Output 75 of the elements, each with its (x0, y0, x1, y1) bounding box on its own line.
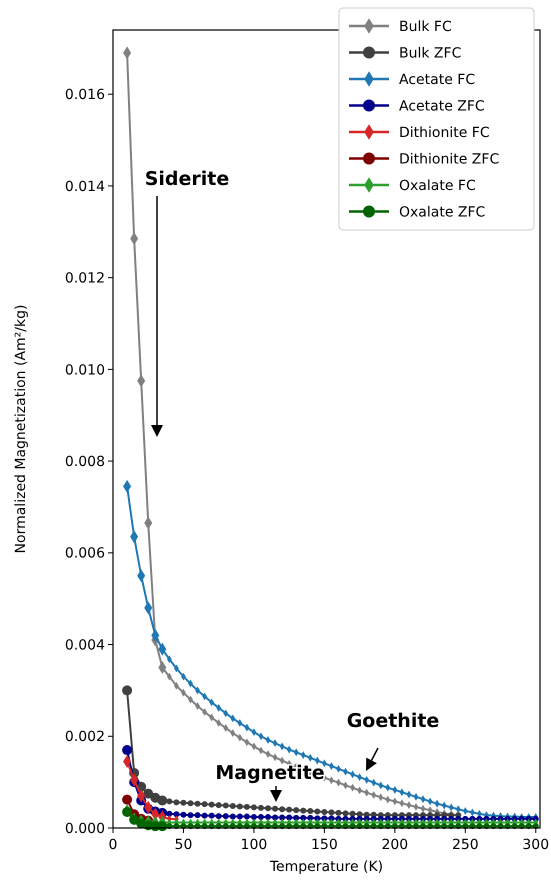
point (258, 814, 264, 820)
point (230, 814, 236, 820)
point (236, 803, 243, 810)
legend-label: Oxalate FC (399, 178, 476, 194)
point (194, 800, 201, 807)
point (244, 814, 250, 820)
x-tick-label: 250 (452, 837, 479, 853)
point (202, 801, 208, 808)
y-tick-label: 0.002 (64, 729, 105, 746)
x-tick-label: 300 (522, 837, 550, 853)
point (180, 800, 186, 806)
y-tick-label: 0.004 (64, 637, 106, 654)
point (166, 810, 172, 817)
y-tick-label: 0.000 (64, 820, 105, 837)
point (216, 813, 222, 820)
y-tick-label: 0.012 (64, 270, 105, 287)
point (236, 814, 243, 820)
y-tick-label: 0.016 (64, 87, 106, 104)
point (202, 812, 208, 819)
legend-label: Acetate ZFC (399, 98, 485, 114)
point (188, 812, 194, 818)
point (321, 808, 328, 815)
point (173, 811, 180, 818)
point (250, 804, 257, 810)
point (258, 804, 264, 811)
point (272, 806, 278, 812)
legend-label: Bulk ZFC (399, 45, 462, 62)
point (216, 802, 222, 808)
legend-label: Oxalate ZFC (399, 204, 486, 220)
point (272, 814, 278, 820)
x-tick-label: 0 (108, 837, 118, 853)
point (173, 799, 180, 806)
point (265, 805, 272, 812)
y-tick-label: 0.014 (64, 178, 106, 195)
point (286, 814, 292, 820)
point (300, 808, 306, 814)
x-tick-label: 200 (381, 837, 408, 853)
point (250, 814, 257, 820)
point (293, 807, 300, 814)
point (222, 802, 229, 809)
legend-label: Dithionite FC (399, 124, 490, 141)
x-axis-title: Temperature (K) (268, 859, 384, 875)
point (350, 810, 356, 817)
point (279, 806, 286, 812)
y-axis-title: Normalized Magnetization (Am²/kg) (13, 304, 29, 554)
x-tick-label: 100 (240, 837, 268, 853)
point (208, 802, 215, 808)
point (342, 810, 349, 816)
point (188, 800, 194, 806)
annotation: Goethite (346, 710, 440, 732)
y-tick-label: 0.008 (64, 454, 105, 470)
point (307, 808, 314, 814)
y-tick-label: 0.010 (64, 362, 105, 378)
point (279, 814, 286, 820)
legend-label: Dithionite ZFC (399, 151, 500, 168)
legend-label: Bulk FC (399, 18, 452, 35)
point (166, 798, 172, 804)
point (335, 810, 342, 816)
legend-label: Acetate FC (399, 72, 476, 88)
point (122, 794, 132, 805)
point (180, 812, 186, 818)
x-tick-label: 150 (311, 837, 338, 853)
point (194, 812, 201, 818)
point (314, 808, 320, 814)
x-tick-label: 50 (174, 837, 192, 853)
point (286, 806, 292, 813)
point (265, 814, 272, 820)
point (244, 804, 250, 810)
point (328, 809, 334, 816)
point (208, 812, 215, 819)
annotation: Magnetite (215, 762, 325, 784)
annotation: Siderite (144, 168, 230, 190)
point (222, 813, 229, 820)
y-tick-label: 0.006 (64, 546, 106, 562)
point (230, 802, 236, 809)
